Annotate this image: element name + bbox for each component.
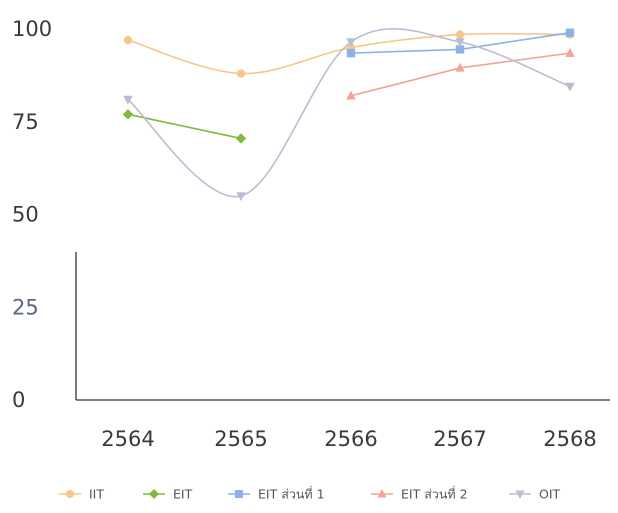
data-point-eit-1-2566 (346, 48, 356, 58)
data-point-iit-2565 (236, 69, 246, 78)
x-tick-label-2564: 2564 (101, 427, 154, 451)
legend-swatch-marker (377, 489, 387, 498)
x-tick-label-2565: 2565 (214, 427, 267, 451)
legend-item-eit-2: EIT ส่วนที่ 2 (371, 486, 468, 502)
x-tick-label-2567: 2567 (433, 427, 486, 451)
legend-item-eit: EIT (143, 487, 193, 502)
y-tick-label-100: 100 (12, 17, 52, 41)
series-line-eit (127, 113, 242, 140)
series-line-eit-2 (350, 52, 571, 97)
data-point-oit-2565 (236, 192, 246, 202)
series-eit (122, 109, 247, 144)
data-point-oit-2568 (565, 82, 575, 92)
data-point-eit-2-2567 (455, 62, 465, 72)
legend-label: EIT ส่วนที่ 1 (258, 486, 325, 502)
legend-label: IIT (89, 487, 104, 502)
data-point-eit-2-2566 (346, 90, 356, 100)
data-point-oit-2566 (346, 38, 356, 48)
data-point-eit-2565 (235, 133, 247, 144)
series-eit-1 (346, 28, 575, 58)
series-eit-2 (346, 47, 575, 100)
data-point-oit-2567 (455, 38, 465, 48)
series-oit (123, 28, 575, 202)
legend-swatch-marker (66, 490, 74, 498)
x-tick-label-2566: 2566 (324, 427, 377, 451)
data-point-eit-1-2567 (455, 45, 465, 54)
legend-swatch-marker (149, 489, 159, 499)
legend-label: EIT (173, 487, 193, 502)
y-axis: 0 25 50 75 100 (12, 17, 77, 412)
legend-item-iit: IIT (59, 487, 104, 502)
legend-label: OIT (539, 487, 561, 502)
data-point-eit-2564 (122, 109, 134, 120)
data-point-iit-2567 (455, 30, 465, 39)
data-point-iit-2564 (123, 35, 133, 45)
data-point-eit-1-2568 (565, 28, 575, 37)
x-axis: 2564 2565 2566 2567 2568 (76, 399, 610, 451)
y-tick-label-50: 50 (12, 203, 39, 227)
legend-swatch-marker (235, 490, 243, 498)
data-point-eit-2-2568 (565, 47, 575, 57)
x-tick-label-2568: 2568 (543, 427, 596, 451)
data-point-oit-2564 (123, 95, 133, 105)
series-layer (122, 28, 575, 202)
legend-item-oit: OIT (509, 487, 561, 502)
y-tick-label-75: 75 (12, 110, 39, 134)
legend-swatch-marker (515, 490, 525, 499)
legend: IIT EIT EIT ส่วนที่ 1 EIT ส่วนที่ 2 OIT (59, 486, 561, 502)
legend-item-eit-1: EIT ส่วนที่ 1 (228, 486, 325, 502)
y-tick-label-0: 0 (12, 388, 25, 412)
legend-label: EIT ส่วนที่ 2 (401, 486, 468, 502)
series-line-oit (127, 28, 571, 198)
y-tick-label-25: 25 (12, 295, 39, 319)
